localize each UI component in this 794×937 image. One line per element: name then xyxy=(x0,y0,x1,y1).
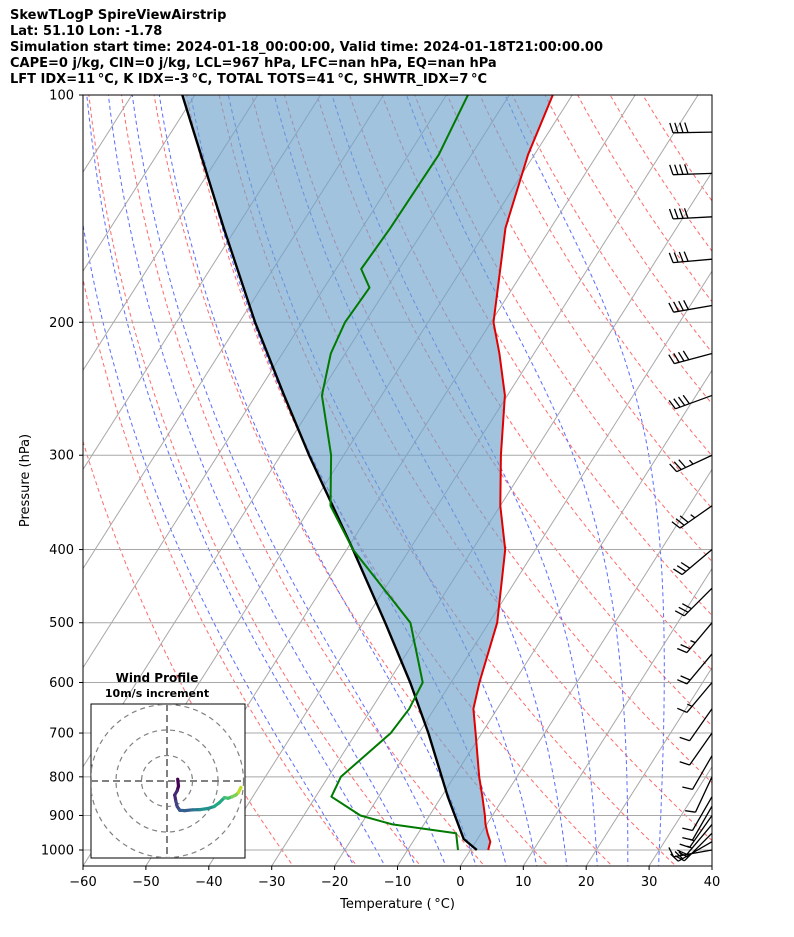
wind-barb xyxy=(673,549,713,576)
moist-adiabat xyxy=(504,95,665,866)
wind-barb xyxy=(674,587,713,617)
x-tick-label: 10 xyxy=(515,875,532,890)
y-tick-label: 500 xyxy=(49,616,74,631)
wind-barbs xyxy=(668,122,713,862)
dry-adiabat xyxy=(479,95,712,457)
wind-barb xyxy=(668,350,713,365)
location-line: Lat: 51.10 Lon: -1.78 xyxy=(10,24,163,39)
wind-barb xyxy=(677,682,713,713)
dry-adiabat xyxy=(446,95,712,510)
isotherm xyxy=(333,270,712,866)
x-tick-label: 20 xyxy=(578,875,595,890)
x-axis-label: Temperature ( °C) xyxy=(339,897,455,912)
y-tick-label: 700 xyxy=(49,727,74,742)
wind-barb xyxy=(668,208,713,220)
isotherm xyxy=(522,567,712,866)
wind-barb xyxy=(669,164,713,176)
isotherm xyxy=(459,468,712,866)
isotherm xyxy=(711,865,712,866)
wind-barb xyxy=(682,796,713,832)
y-tick-label: 1000 xyxy=(41,844,74,859)
wind-barb xyxy=(669,122,713,134)
y-tick-label: 300 xyxy=(49,449,74,464)
x-tick-label: −20 xyxy=(321,875,348,890)
isotherm xyxy=(0,78,17,869)
hodograph-subtitle: 10m/s increment xyxy=(105,687,209,700)
x-tick-label: 30 xyxy=(641,875,658,890)
dry-adiabat xyxy=(88,95,422,866)
wind-barb xyxy=(685,776,713,813)
x-tick-label: −30 xyxy=(258,875,285,890)
wind-barb xyxy=(670,841,713,862)
isotherm xyxy=(585,666,712,866)
isotherm xyxy=(773,78,794,869)
x-tick-label: −10 xyxy=(384,875,411,890)
dry-adiabat xyxy=(544,95,712,354)
parcel-profile xyxy=(181,95,478,851)
wind-barb xyxy=(668,394,713,410)
wind-barb xyxy=(674,832,713,862)
isotherm xyxy=(83,95,196,273)
x-tick-label: −40 xyxy=(195,875,222,890)
y-tick-label: 100 xyxy=(49,89,74,104)
moist-adiabat xyxy=(273,95,568,866)
isotherm xyxy=(271,171,712,866)
cape-line: CAPE=0 j/kg, CIN=0 j/kg, LCL=967 hPa, LF… xyxy=(10,56,497,71)
y-axis-label: Pressure (hPa) xyxy=(18,434,33,527)
chart-title: SkewTLogP SpireViewAirstrip xyxy=(10,8,227,23)
hodograph-ring xyxy=(91,704,245,858)
y-axis: 100 200 300 400 500 600 700 800 900 1000 xyxy=(41,89,83,859)
temperature-profile xyxy=(472,95,554,851)
chart-header: SkewTLogP SpireViewAirstrip Lat: 51.10 L… xyxy=(10,8,790,88)
x-tick-label: 40 xyxy=(704,875,721,890)
moist-adiabat xyxy=(405,95,629,866)
x-tick-label: 0 xyxy=(456,875,464,890)
dry-adiabat xyxy=(186,95,613,866)
x-tick-label: −60 xyxy=(69,875,96,890)
dewpoint-profile xyxy=(320,95,469,851)
wind-barb xyxy=(679,732,713,766)
isotherm xyxy=(0,78,80,869)
wind-barb xyxy=(669,454,713,473)
index-line: LFT IDX=11 °C, K IDX=-3 °C, TOTAL TOTS=4… xyxy=(10,72,488,87)
wind-barb xyxy=(668,251,713,264)
wind-barb xyxy=(677,622,713,654)
dry-adiabat xyxy=(577,95,712,303)
dry-adiabat xyxy=(642,95,712,202)
isotherm xyxy=(83,95,259,372)
y-tick-label: 800 xyxy=(49,770,74,785)
dry-adiabat xyxy=(83,276,358,866)
time-line: Simulation start time: 2024-01-18_00:00:… xyxy=(10,40,603,55)
wind-barb xyxy=(679,815,713,849)
isotherm xyxy=(648,765,712,866)
isotherm xyxy=(396,369,712,866)
hodograph-segment xyxy=(236,785,243,795)
wind-barb xyxy=(679,708,713,742)
hodograph-title: Wind Profile xyxy=(116,671,199,685)
y-tick-label: 600 xyxy=(49,676,74,691)
wind-barb xyxy=(682,805,713,841)
wind-barb xyxy=(682,755,713,791)
dry-adiabat xyxy=(609,95,712,252)
plot-area xyxy=(0,78,794,869)
wind-barb xyxy=(668,300,713,313)
y-tick-label: 400 xyxy=(49,543,74,558)
y-tick-label: 900 xyxy=(49,809,74,824)
wind-barb xyxy=(671,505,713,529)
wind-barb xyxy=(677,653,713,685)
x-axis: −60 −50 −40 −30 −20 −10 0 10 20 30 40 xyxy=(69,866,720,890)
y-tick-label: 200 xyxy=(49,316,74,331)
cin-shading xyxy=(182,95,553,850)
x-tick-label: −50 xyxy=(132,875,159,890)
hodograph-inset: Wind Profile 10m/s increment xyxy=(90,671,246,859)
